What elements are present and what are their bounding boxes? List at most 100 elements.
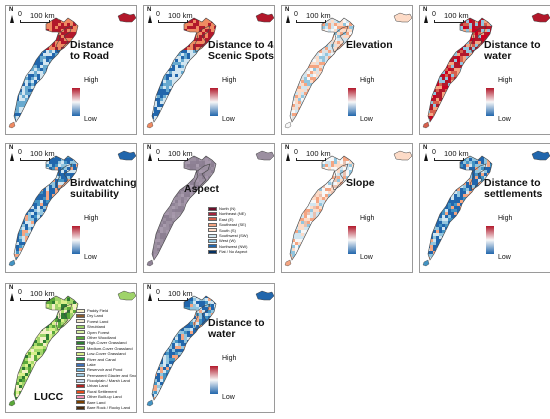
north-arrow-triangle [10,293,14,301]
map-panel-distance-to-4a-scenic-spots: N 0 100 km Distance to 4A Scenic Spots High Lo… [143,5,275,135]
landmass-outline-main [151,163,211,261]
map-title-line: water [208,328,236,340]
island-fragment [284,259,292,267]
legend-high-label: High [222,77,237,84]
scale-bar [158,20,188,23]
legend-label: Dry Land [87,313,104,319]
scale-bar [20,20,50,23]
map-title-line: water [484,50,512,62]
legend-item: Southwest (SW) [208,233,248,238]
landmass-outline-main [151,303,211,401]
legend-item: Low-Cover Grassland [76,351,136,356]
map-title-line: suitability [70,188,120,200]
legend-label: Southeast (SE) [219,222,247,228]
legend-item: Floodplain / Marsh Land [76,378,136,383]
inset-map [117,150,136,161]
legend-swatch [76,351,85,356]
legend-high-label: High [360,77,375,84]
scale-bar [158,158,188,161]
inset-map [531,150,550,161]
legend-swatch [76,389,85,394]
legend-swatch [76,400,85,405]
legend-swatch [208,228,217,233]
legend-label: Bare Rock / Rocky Land [87,405,131,411]
legend-swatch [76,384,85,389]
legend-label: Flat / No Aspect [219,249,248,255]
landmass-outline-main [13,303,73,401]
legend-label: Rural Settlement [87,388,117,394]
map-title: Birdwatching suitability [70,178,136,200]
map-panel-distance-to-settlements: N 0 100 km Distance to settlements High Low [419,143,550,273]
scale-zero-label: 0 [18,289,22,296]
north-arrow-icon: N [8,7,17,23]
island-fragment [8,259,16,267]
north-arrow-triangle [10,15,14,23]
landmass-outline-north [183,295,217,331]
legend-swatch [76,324,85,329]
map-panel-birdwatching-suitability: N 0 100 km Birdwatching suitability High Low [5,143,137,273]
landmass-outline-main [289,163,349,261]
landmass-outline-main [289,25,349,123]
legend-item: Dry Land [76,313,136,319]
north-label: N [147,7,152,13]
landmass-outline-north [183,155,217,191]
inset-map [393,12,412,23]
legend-high-label: High [84,215,99,222]
legend-low-label: Low [498,254,511,261]
legend-low-label: Low [360,254,373,261]
map-title-line: Aspect [184,183,220,195]
legend-low-label: Low [360,116,373,123]
north-arrow-icon: N [284,7,293,23]
north-label: N [9,7,14,13]
legend-label: Shrubland [87,324,106,330]
legend-low-label: Low [84,254,97,261]
north-arrow-icon: N [146,145,155,161]
inset-map [255,150,274,161]
legend-label: Reservoir and Pond [87,367,123,373]
legend-swatch [208,239,217,244]
legend-label: River and Canal [87,356,116,362]
inset-map [117,290,136,301]
landmass-outline-north [321,155,355,191]
legend-swatch [76,330,85,335]
north-label: N [285,7,290,13]
legend-label: Other Built-up Land [87,394,122,400]
map-title-line: Distance to [484,177,541,189]
legend-color-ramp [210,88,218,116]
legend-item: Medium-Cover Grassland [76,346,136,351]
legend-high-label: High [360,215,375,222]
north-arrow-icon: N [284,145,293,161]
map-panel-distance-to-road: N 0 100 km Distance to Road High Low [5,5,137,135]
scale-zero-label: 0 [156,149,160,156]
legend-item: Forest Land [76,319,136,324]
map-title-line: Slope [346,177,375,189]
legend-label: Northwest (NW) [219,243,248,249]
north-arrow-icon: N [8,145,17,161]
map-graphic [284,12,412,129]
map-title: Distance to settlements [484,178,542,200]
legend-item: West (W) [208,238,248,243]
legend-swatch [76,335,85,340]
landmass-outline-main [151,25,211,123]
landmass-outline-main [427,25,487,123]
scale-distance-label: 100 km [168,289,193,298]
island-fragment [146,259,154,267]
legend-label: Permanent Glacier and Snow [87,372,137,378]
legend-color-ramp [348,226,356,254]
north-arrow-triangle [424,15,428,23]
map-panel-slope: N 0 100 km Slope High Low [281,143,413,273]
landmass-outline-north [321,17,355,53]
legend-label: Open Forest [87,329,110,335]
map-title-line: Distance to [484,39,541,51]
legend-color-ramp [210,366,218,394]
island-fragment [146,399,154,407]
map-graphic [422,12,550,129]
scale-bar [20,298,50,301]
scale-bar [20,158,50,161]
legend-item: South (S) [208,228,248,233]
island-fragment [146,121,154,129]
legend-swatch [208,233,217,238]
legend-swatch [208,249,217,254]
legend-item: Open Forest [76,329,136,335]
map-title-line: LUCC [34,391,64,403]
